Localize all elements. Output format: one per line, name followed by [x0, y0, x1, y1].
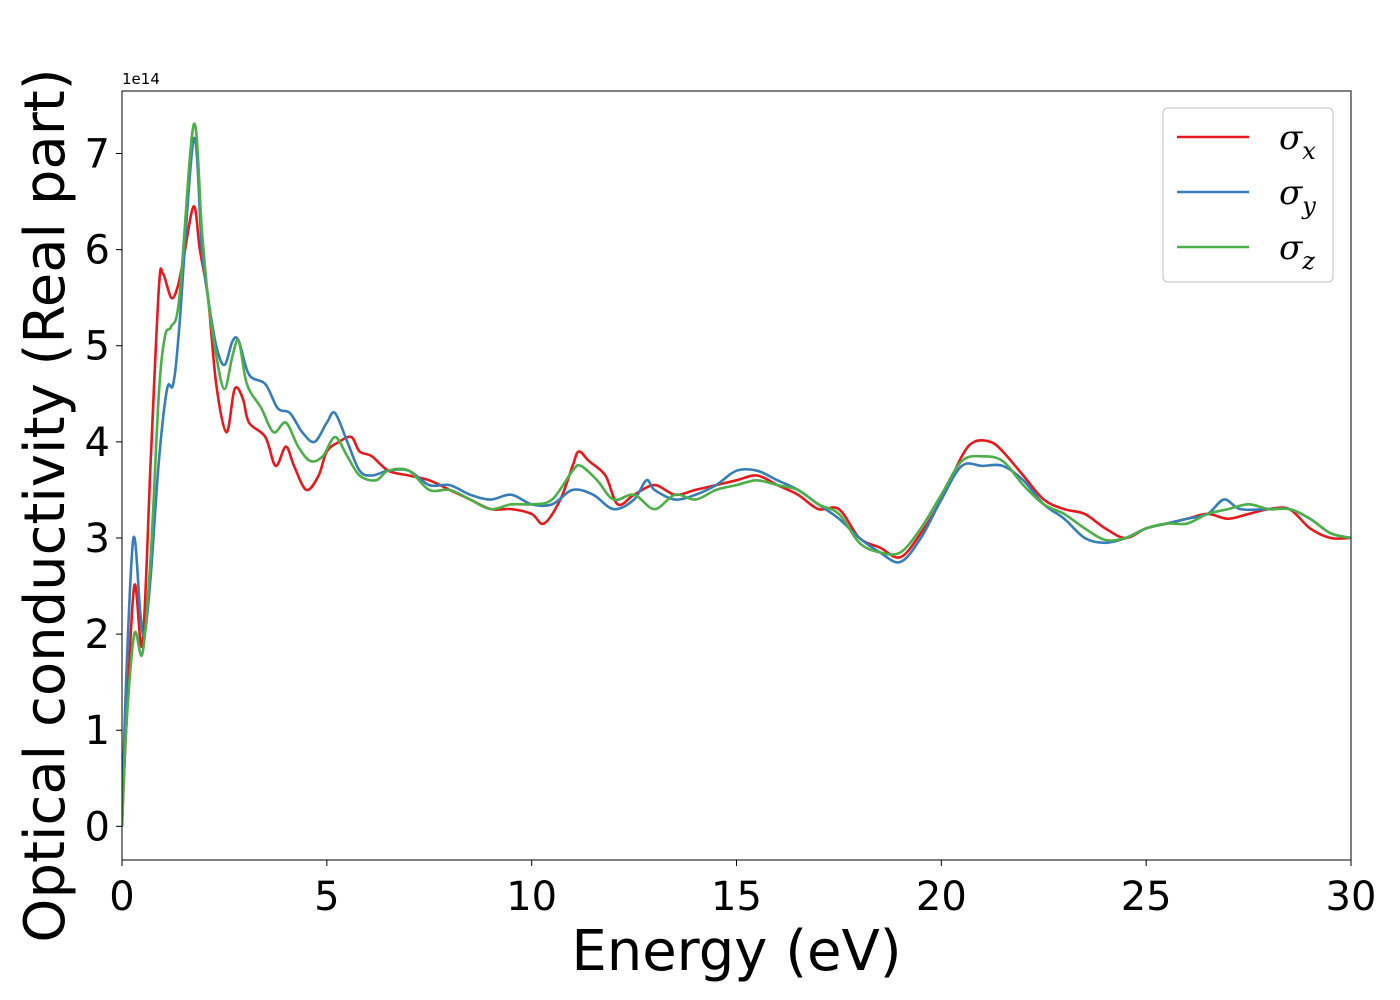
x-tick-label: 15 [711, 874, 762, 920]
y-tick-label: 5 [85, 324, 110, 370]
series-layer [122, 122, 1351, 827]
legend-symbol: σ [1279, 228, 1303, 268]
x-tick-label: 30 [1326, 874, 1377, 920]
legend-entry-sigma-z: σz [1177, 228, 1315, 275]
series-line-sigma-z [122, 122, 1351, 827]
y-axis-label: Optical conductivity (Real part) [13, 68, 78, 942]
legend-symbol: σ [1279, 118, 1303, 158]
series-line-sigma-x [122, 205, 1351, 827]
x-axis-label: Energy (eV) [571, 919, 901, 984]
y-tick-label: 0 [85, 804, 110, 850]
legend-entry-sigma-y: σy [1177, 173, 1316, 220]
y-tick-label: 7 [85, 131, 110, 177]
x-axis: 0 5 10 15 20 25 30 [109, 860, 1376, 920]
legend-entry-sigma-x: σx [1177, 118, 1316, 165]
legend-subscript: y [1301, 192, 1316, 220]
legend-subscript: x [1302, 137, 1316, 165]
legend-subscript: z [1301, 247, 1315, 275]
y-offset-label: 1e14 [122, 70, 160, 88]
y-tick-label: 6 [85, 228, 110, 274]
legend-box [1162, 107, 1334, 283]
x-tick-label: 0 [109, 874, 134, 920]
y-tick-label: 4 [85, 420, 110, 466]
legend-label: σz [1279, 228, 1315, 275]
x-tick-label: 25 [1121, 874, 1172, 920]
y-tick-label: 1 [85, 708, 110, 754]
legend-label: σy [1279, 173, 1316, 220]
x-tick-label: 5 [314, 874, 339, 920]
legend-symbol: σ [1279, 173, 1303, 213]
x-tick-label: 20 [916, 874, 967, 920]
x-tick-label: 10 [506, 874, 557, 920]
legend-label: σx [1279, 118, 1316, 165]
y-tick-label: 3 [85, 516, 110, 562]
y-tick-label: 2 [85, 612, 110, 658]
y-axis: 0 1 2 3 4 5 6 7 [85, 131, 122, 850]
